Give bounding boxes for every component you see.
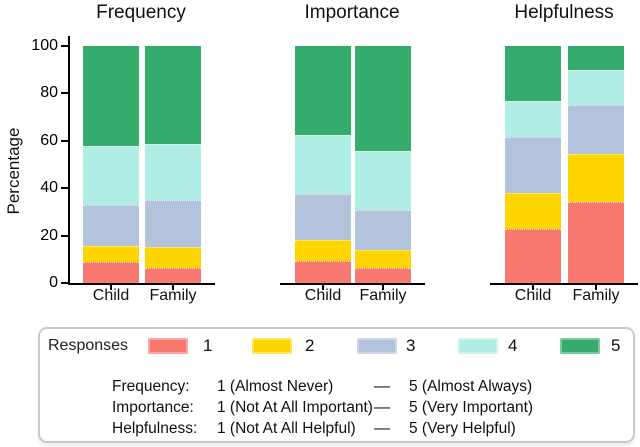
x-axis-line-frequency	[68, 283, 215, 285]
panel-title-frequency: Frequency	[96, 2, 186, 23]
legend-swatch-label-5: 5	[611, 336, 621, 355]
x-tick-frequency-family	[172, 285, 174, 290]
x-tick-importance-family	[382, 285, 384, 290]
x-tick-helpfulness-child	[532, 285, 534, 290]
scale-note-low-importance: 1 (Not At All Important)	[217, 399, 373, 416]
segment-helpfulness-child-2	[505, 192, 561, 229]
y-axis-title: Percentage	[4, 127, 23, 215]
scale-note-dash-frequency: —	[374, 378, 390, 395]
scale-note-label-frequency: Frequency:	[112, 378, 190, 395]
legend-title: Responses	[48, 337, 129, 354]
segment-frequency-child-1	[83, 261, 139, 283]
segment-helpfulness-family-3	[568, 105, 624, 154]
y-tick-0	[61, 282, 68, 284]
scale-note-dash-importance: —	[374, 399, 390, 416]
scale-note-low-frequency: 1 (Almost Never)	[217, 378, 334, 395]
segment-helpfulness-family-4	[568, 69, 624, 106]
y-tick-label-60: 60	[40, 131, 58, 149]
bar-importance-child	[295, 46, 351, 283]
segment-helpfulness-family-2	[568, 153, 624, 203]
scale-note-dash-helpfulness: —	[374, 420, 390, 437]
segment-frequency-child-5	[83, 46, 139, 146]
y-tick-100	[61, 45, 68, 47]
y-tick-label-80: 80	[40, 84, 58, 102]
segment-importance-child-1	[295, 260, 351, 283]
y-tick-label-20: 20	[40, 226, 58, 244]
segment-importance-child-3	[295, 194, 351, 241]
legend-swatch-2	[252, 338, 292, 354]
x-category-label-helpfulness-family: Family	[572, 287, 620, 304]
bar-importance-family	[355, 46, 411, 283]
bar-helpfulness-family	[568, 46, 624, 283]
y-tick-60	[61, 139, 68, 142]
segment-importance-family-4	[355, 151, 411, 210]
segment-frequency-child-4	[83, 145, 139, 205]
segment-helpfulness-child-4	[505, 100, 561, 138]
panel-title-importance: Importance	[304, 2, 400, 23]
segment-importance-family-2	[355, 249, 411, 268]
legend-box	[38, 327, 635, 443]
scale-note-high-helpfulness: 5 (Very Helpful)	[409, 420, 516, 437]
segment-helpfulness-child-1	[505, 228, 561, 283]
scale-note-low-helpfulness: 1 (Not At All Helpful)	[217, 420, 356, 437]
y-tick-label-40: 40	[40, 179, 58, 197]
bar-helpfulness-child	[505, 46, 561, 283]
y-tick-40	[61, 187, 68, 190]
legend-swatch-label-2: 2	[305, 336, 315, 355]
y-tick-label-100: 100	[31, 37, 58, 54]
bar-frequency-child	[83, 46, 139, 283]
legend-swatch-label-4: 4	[508, 336, 518, 355]
scale-note-high-importance: 5 (Very Important)	[409, 399, 534, 416]
segment-frequency-family-5	[145, 46, 201, 145]
segment-importance-child-5	[295, 46, 351, 135]
x-axis-line-importance	[280, 283, 425, 285]
segment-helpfulness-child-5	[505, 46, 561, 101]
scale-note-high-frequency: 5 (Almost Always)	[409, 378, 533, 395]
x-category-label-importance-child: Child	[304, 287, 342, 304]
segment-importance-family-3	[355, 209, 411, 250]
segment-frequency-child-3	[83, 204, 139, 247]
y-tick-label-0: 0	[49, 274, 58, 291]
segment-importance-child-2	[295, 240, 351, 261]
segment-frequency-family-1	[145, 267, 201, 283]
segment-frequency-family-3	[145, 200, 201, 248]
bar-frequency-family	[145, 46, 201, 283]
legend-swatch-4	[458, 338, 498, 354]
legend-swatch-label-3: 3	[406, 336, 416, 355]
segment-importance-family-1	[355, 267, 411, 283]
segment-importance-child-4	[295, 134, 351, 195]
segment-helpfulness-family-5	[568, 46, 624, 70]
panel-title-helpfulness: Helpfulness	[514, 2, 614, 23]
segment-helpfulness-family-1	[568, 202, 624, 283]
legend-swatch-5	[560, 338, 600, 354]
segment-frequency-family-4	[145, 144, 201, 201]
segment-helpfulness-child-3	[505, 137, 561, 193]
legend-swatch-1	[148, 338, 188, 354]
x-category-label-frequency-child: Child	[92, 287, 130, 304]
legend-swatch-label-1: 1	[203, 336, 213, 355]
scale-note-label-helpfulness: Helpfulness:	[112, 420, 198, 437]
legend-swatch-3	[357, 338, 397, 354]
scale-note-label-importance: Importance:	[112, 399, 194, 416]
y-tick-20	[61, 234, 68, 237]
y-axis-line	[68, 36, 70, 285]
segment-frequency-child-2	[83, 246, 139, 262]
segment-importance-family-5	[355, 46, 411, 152]
x-category-label-frequency-family: Family	[149, 287, 197, 304]
x-axis-line-helpfulness	[490, 283, 638, 285]
x-tick-helpfulness-family	[595, 285, 597, 290]
x-tick-frequency-child	[110, 285, 112, 290]
x-category-label-helpfulness-child: Child	[514, 287, 552, 304]
x-tick-importance-child	[322, 285, 324, 290]
x-category-label-importance-family: Family	[359, 287, 407, 304]
y-tick-80	[61, 92, 68, 95]
segment-frequency-family-2	[145, 247, 201, 268]
